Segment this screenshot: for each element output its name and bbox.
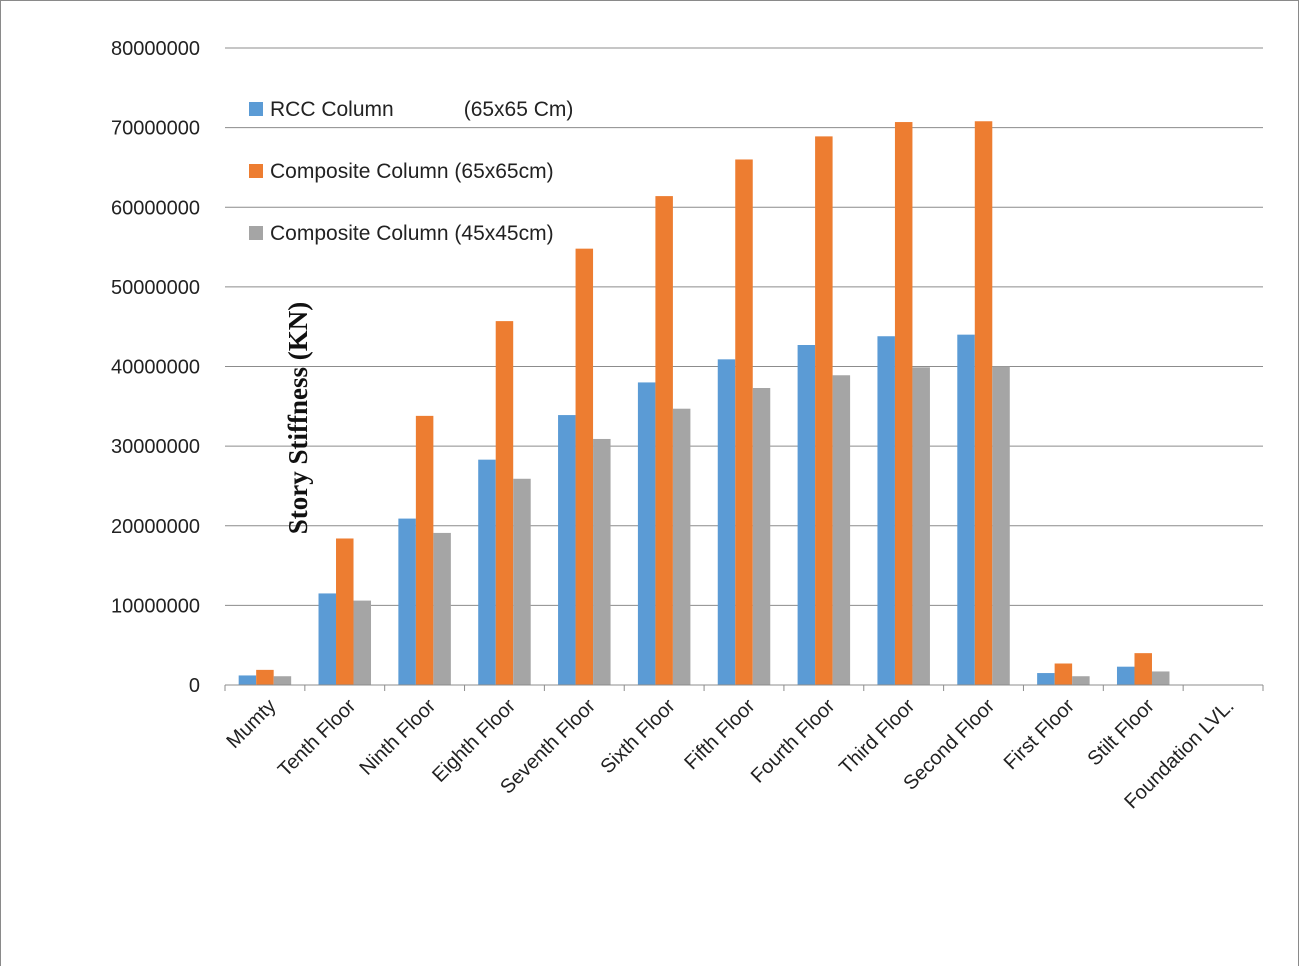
legend-label: Composite Column (45x45cm) — [270, 222, 554, 245]
x-tick-label: Mumty — [222, 695, 280, 753]
bar — [638, 382, 656, 685]
x-tick-label: Sixth Floor — [597, 695, 680, 778]
y-tick-label: 70000000 — [111, 118, 200, 140]
bar — [496, 321, 514, 685]
legend-swatch — [249, 102, 263, 116]
x-tick-label: Third Floor — [835, 695, 919, 779]
bar — [1152, 671, 1170, 685]
bar — [433, 533, 451, 685]
bar — [912, 367, 930, 685]
y-tick-label: 10000000 — [111, 595, 200, 617]
x-tick-label: First Floor — [1000, 695, 1079, 774]
bar — [593, 439, 611, 685]
bar — [798, 345, 816, 685]
bar — [558, 415, 576, 685]
legend-label: Composite Column (65x65cm) — [270, 160, 554, 183]
bar — [957, 335, 975, 685]
x-tick-label: Fifth Floor — [680, 695, 759, 774]
bar — [753, 388, 771, 685]
bar — [576, 249, 594, 685]
y-axis-ticks: 0 10000000 20000000 30000000 40000000 5000000… — [111, 38, 200, 697]
bar — [319, 593, 337, 685]
x-tick-label: Ninth Floor — [355, 695, 440, 780]
x-tick-label: Stilt Floor — [1083, 695, 1159, 771]
y-tick-label: 0 — [189, 675, 200, 697]
bar — [336, 538, 354, 685]
y-tick-label: 30000000 — [111, 436, 200, 458]
legend: RCC Column (65x65 Cm) Composite Column (6… — [249, 98, 573, 245]
bar — [655, 196, 673, 685]
x-tick-label: Tenth Floor — [274, 695, 361, 782]
legend-swatch — [249, 226, 263, 240]
bar — [815, 136, 833, 685]
y-axis-label: Story Stiffness (KN) — [283, 302, 313, 534]
legend-label: RCC Column (65x65 Cm) — [270, 98, 573, 121]
bar — [1037, 673, 1055, 685]
bar — [877, 336, 895, 685]
y-tick-label: 20000000 — [111, 516, 200, 538]
bar — [673, 409, 691, 685]
y-tick-label: 50000000 — [111, 277, 200, 299]
bar — [478, 460, 496, 685]
y-tick-label: 60000000 — [111, 197, 200, 219]
bar — [256, 670, 274, 685]
bar — [416, 416, 434, 685]
bar — [992, 367, 1010, 686]
bar — [1055, 664, 1073, 685]
bar — [398, 519, 416, 685]
bar — [1134, 653, 1152, 685]
bar — [239, 675, 257, 685]
bar — [735, 159, 753, 685]
legend-swatch — [249, 164, 263, 178]
bar — [895, 122, 913, 685]
bar — [274, 676, 292, 685]
bar — [513, 479, 531, 685]
x-tick-label: Fourth Floor — [747, 695, 840, 788]
bar — [354, 601, 372, 685]
bar — [975, 121, 993, 685]
bar — [1117, 667, 1135, 685]
bar — [718, 359, 736, 685]
y-tick-label: 40000000 — [111, 357, 200, 379]
bars — [239, 121, 1170, 685]
y-tick-label: 80000000 — [111, 38, 200, 60]
x-axis — [225, 685, 1263, 691]
bar — [1072, 676, 1090, 685]
bar — [833, 375, 851, 685]
